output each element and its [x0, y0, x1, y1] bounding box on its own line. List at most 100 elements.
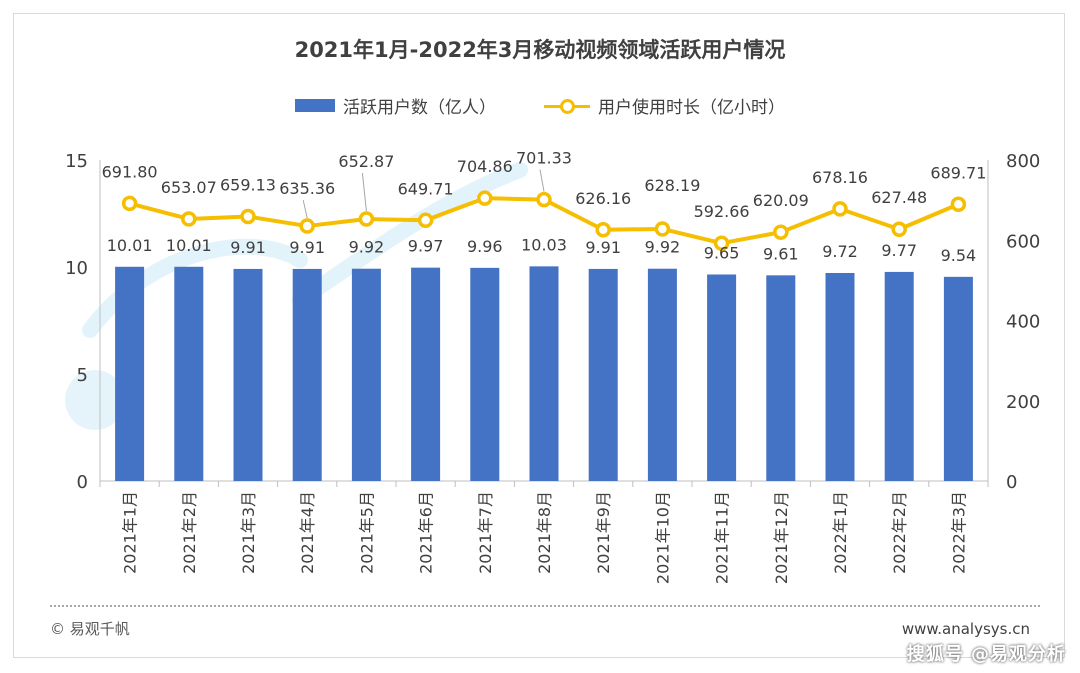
line-point [417, 212, 434, 229]
line-point [950, 196, 967, 213]
x-category-label: 2021年9月 [594, 491, 613, 574]
x-category-label: 2021年2月 [180, 491, 199, 574]
legend-line-swatch [544, 98, 590, 114]
bar [411, 267, 441, 481]
line-value-label: 653.07 [161, 178, 217, 197]
y-right-tick-label: 0 [1006, 472, 1017, 493]
bar [647, 268, 677, 481]
bar [174, 266, 204, 481]
line-point [299, 218, 315, 234]
legend-item-bars: 活跃用户数（亿人） [295, 93, 496, 118]
x-category-label: 2021年8月 [535, 491, 554, 574]
bar-value-label: 9.96 [467, 237, 503, 256]
bar-value-label: 10.01 [107, 236, 153, 255]
y-right-tick-label: 400 [1006, 312, 1040, 333]
footer-divider [50, 605, 1040, 607]
x-category-label: 2021年5月 [357, 491, 376, 574]
line-value-label: 626.16 [575, 189, 631, 208]
bar-value-label: 9.91 [230, 238, 266, 257]
bar [233, 268, 263, 481]
bar [588, 268, 618, 481]
line-label-leader [539, 169, 545, 192]
legend-line-label: 用户使用时长（亿小时） [598, 98, 785, 118]
bar [115, 266, 145, 481]
line-value-label: 652.87 [338, 152, 394, 171]
x-category-label: 2022年1月 [831, 491, 850, 574]
bar [707, 274, 737, 481]
line-point [477, 190, 493, 206]
line-point [181, 211, 197, 227]
line-value-label: 649.71 [398, 179, 454, 198]
y-left-tick-label: 0 [77, 472, 88, 493]
line-point [773, 224, 789, 240]
bar-value-label: 9.72 [822, 242, 858, 261]
bar [470, 267, 500, 481]
x-category-label: 2021年10月 [653, 491, 672, 584]
line-value-label: 659.13 [220, 176, 276, 195]
x-category-label: 2021年11月 [713, 491, 732, 584]
line-point [654, 221, 671, 237]
y-right-tick-label: 600 [1006, 231, 1040, 252]
line-point [121, 195, 138, 212]
line-point [595, 222, 611, 238]
line-point [240, 208, 256, 225]
bar [292, 268, 322, 481]
line-value-label: 691.80 [102, 162, 158, 181]
x-category-label: 2021年4月 [298, 491, 317, 574]
x-category-label: 2022年3月 [949, 491, 968, 574]
bar-value-label: 10.01 [166, 236, 212, 255]
line-point [891, 221, 907, 237]
line-value-label: 627.48 [871, 188, 927, 207]
chart-title: 2021年1月-2022年3月移动视频领域活跃用户情况 [294, 38, 786, 62]
line-point [832, 201, 848, 217]
line-value-label: 678.16 [812, 168, 868, 187]
bar-value-label: 9.61 [763, 244, 799, 263]
site-url: www.analysys.cn [901, 620, 1030, 638]
y-right-tick-label: 800 [1006, 151, 1040, 172]
x-category-label: 2022年2月 [890, 491, 909, 574]
line-value-label: 620.09 [753, 191, 809, 210]
bar [529, 266, 559, 481]
y-left-tick-label: 5 [77, 365, 88, 386]
x-category-label: 2021年7月 [476, 491, 495, 574]
x-category-label: 2021年12月 [772, 491, 791, 584]
bar-value-label: 9.97 [408, 237, 444, 256]
legend-bars-label: 活跃用户数（亿人） [343, 98, 496, 118]
bar-value-label: 9.92 [645, 238, 681, 257]
bar-value-label: 9.65 [704, 243, 740, 262]
x-category-label: 2021年6月 [417, 491, 436, 574]
line-value-label: 635.36 [279, 179, 335, 198]
bar [943, 276, 973, 481]
y-right-tick-label: 200 [1006, 392, 1040, 413]
line-label-leader [361, 172, 367, 212]
line-value-label: 592.66 [694, 202, 750, 221]
copyright-text: © 易观千帆 [50, 620, 130, 638]
x-category-label: 2021年1月 [121, 491, 140, 574]
bar-value-label: 9.54 [941, 246, 977, 265]
line-value-label: 704.86 [457, 157, 513, 176]
y-left-tick-label: 15 [65, 151, 88, 172]
bar [766, 275, 796, 481]
x-category-label: 2021年3月 [239, 491, 258, 574]
bar [825, 272, 855, 481]
bar-value-label: 9.77 [881, 241, 917, 260]
line-point [536, 191, 552, 208]
line-point [713, 235, 730, 251]
legend-item-line: 用户使用时长（亿小时） [544, 93, 785, 118]
bar [351, 268, 381, 481]
chart-legend: 活跃用户数（亿人） 用户使用时长（亿小时） [0, 93, 1080, 118]
line-value-label: 628.19 [644, 176, 700, 195]
line-label-leader [302, 199, 308, 219]
line-value-label: 701.33 [516, 149, 572, 168]
bar-value-label: 9.91 [585, 238, 621, 257]
corner-watermark: 搜狐号 @易观分析 [906, 644, 1066, 665]
bar-value-label: 10.03 [521, 235, 567, 254]
bar-value-label: 9.92 [349, 238, 385, 257]
y-left-tick-label: 10 [65, 258, 88, 279]
line-value-label: 689.71 [930, 163, 986, 182]
line-point [358, 211, 375, 227]
legend-bar-swatch [295, 99, 335, 112]
bar-value-label: 9.91 [289, 238, 325, 257]
bar [884, 271, 914, 481]
